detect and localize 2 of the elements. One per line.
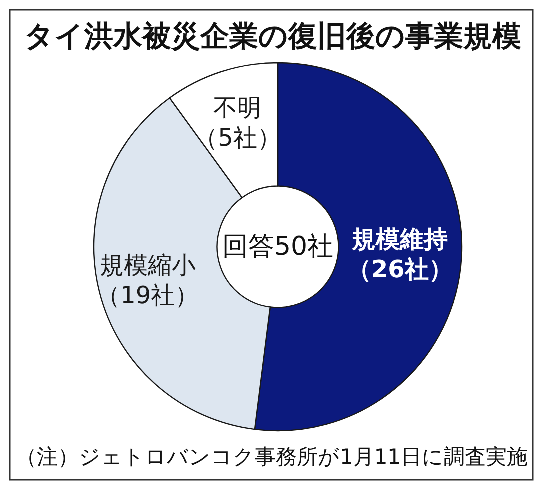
center-note: 回答50社 — [222, 232, 334, 262]
title: タイ洪水被災企業の復旧後の事業規模 — [24, 19, 522, 53]
